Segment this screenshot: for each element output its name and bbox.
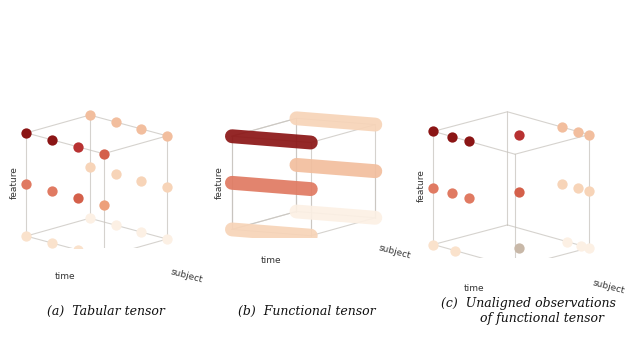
Point — [428, 185, 438, 191]
Point — [47, 189, 57, 194]
Point — [447, 134, 458, 139]
Text: subject: subject — [169, 267, 204, 284]
Text: time: time — [261, 256, 282, 265]
Point — [73, 144, 83, 149]
Text: time: time — [54, 272, 76, 281]
Point — [111, 222, 121, 228]
Point — [576, 243, 586, 248]
Point — [450, 248, 460, 253]
Point — [515, 189, 525, 195]
Point — [162, 133, 172, 139]
Point — [573, 185, 583, 191]
Point — [584, 132, 594, 137]
Point — [99, 202, 109, 208]
Point — [111, 171, 121, 176]
Point — [573, 129, 583, 134]
Point — [99, 254, 109, 260]
Text: subject: subject — [377, 243, 412, 260]
Point — [47, 240, 57, 246]
Point — [136, 229, 147, 235]
Point — [428, 129, 438, 134]
Point — [428, 242, 438, 247]
Point — [515, 246, 525, 251]
Point — [21, 233, 31, 239]
Point — [99, 151, 109, 156]
Point — [21, 182, 31, 187]
Point — [136, 178, 147, 183]
Text: feature: feature — [10, 166, 19, 199]
Point — [463, 195, 474, 201]
Text: (a)  Tabular tensor: (a) Tabular tensor — [47, 305, 164, 318]
Point — [162, 185, 172, 190]
Point — [447, 191, 458, 196]
Point — [73, 195, 83, 201]
Point — [84, 164, 95, 170]
Text: (c)  Unaligned observations
       of functional tensor: (c) Unaligned observations of functional… — [440, 298, 616, 325]
Text: subject: subject — [591, 278, 625, 295]
Point — [584, 189, 594, 194]
Text: (b)  Functional tensor: (b) Functional tensor — [238, 305, 376, 318]
Point — [21, 130, 31, 136]
Point — [47, 137, 57, 143]
Point — [562, 239, 572, 245]
Point — [84, 216, 95, 221]
Point — [557, 124, 567, 130]
Point — [111, 119, 121, 125]
Point — [463, 138, 474, 144]
Text: time: time — [464, 284, 484, 293]
Text: feature: feature — [214, 166, 223, 199]
Point — [136, 126, 147, 132]
Point — [84, 112, 95, 118]
Point — [162, 236, 172, 242]
Point — [584, 245, 594, 251]
Point — [557, 181, 567, 186]
Point — [73, 247, 83, 253]
Text: feature: feature — [417, 169, 426, 202]
Point — [515, 133, 525, 138]
